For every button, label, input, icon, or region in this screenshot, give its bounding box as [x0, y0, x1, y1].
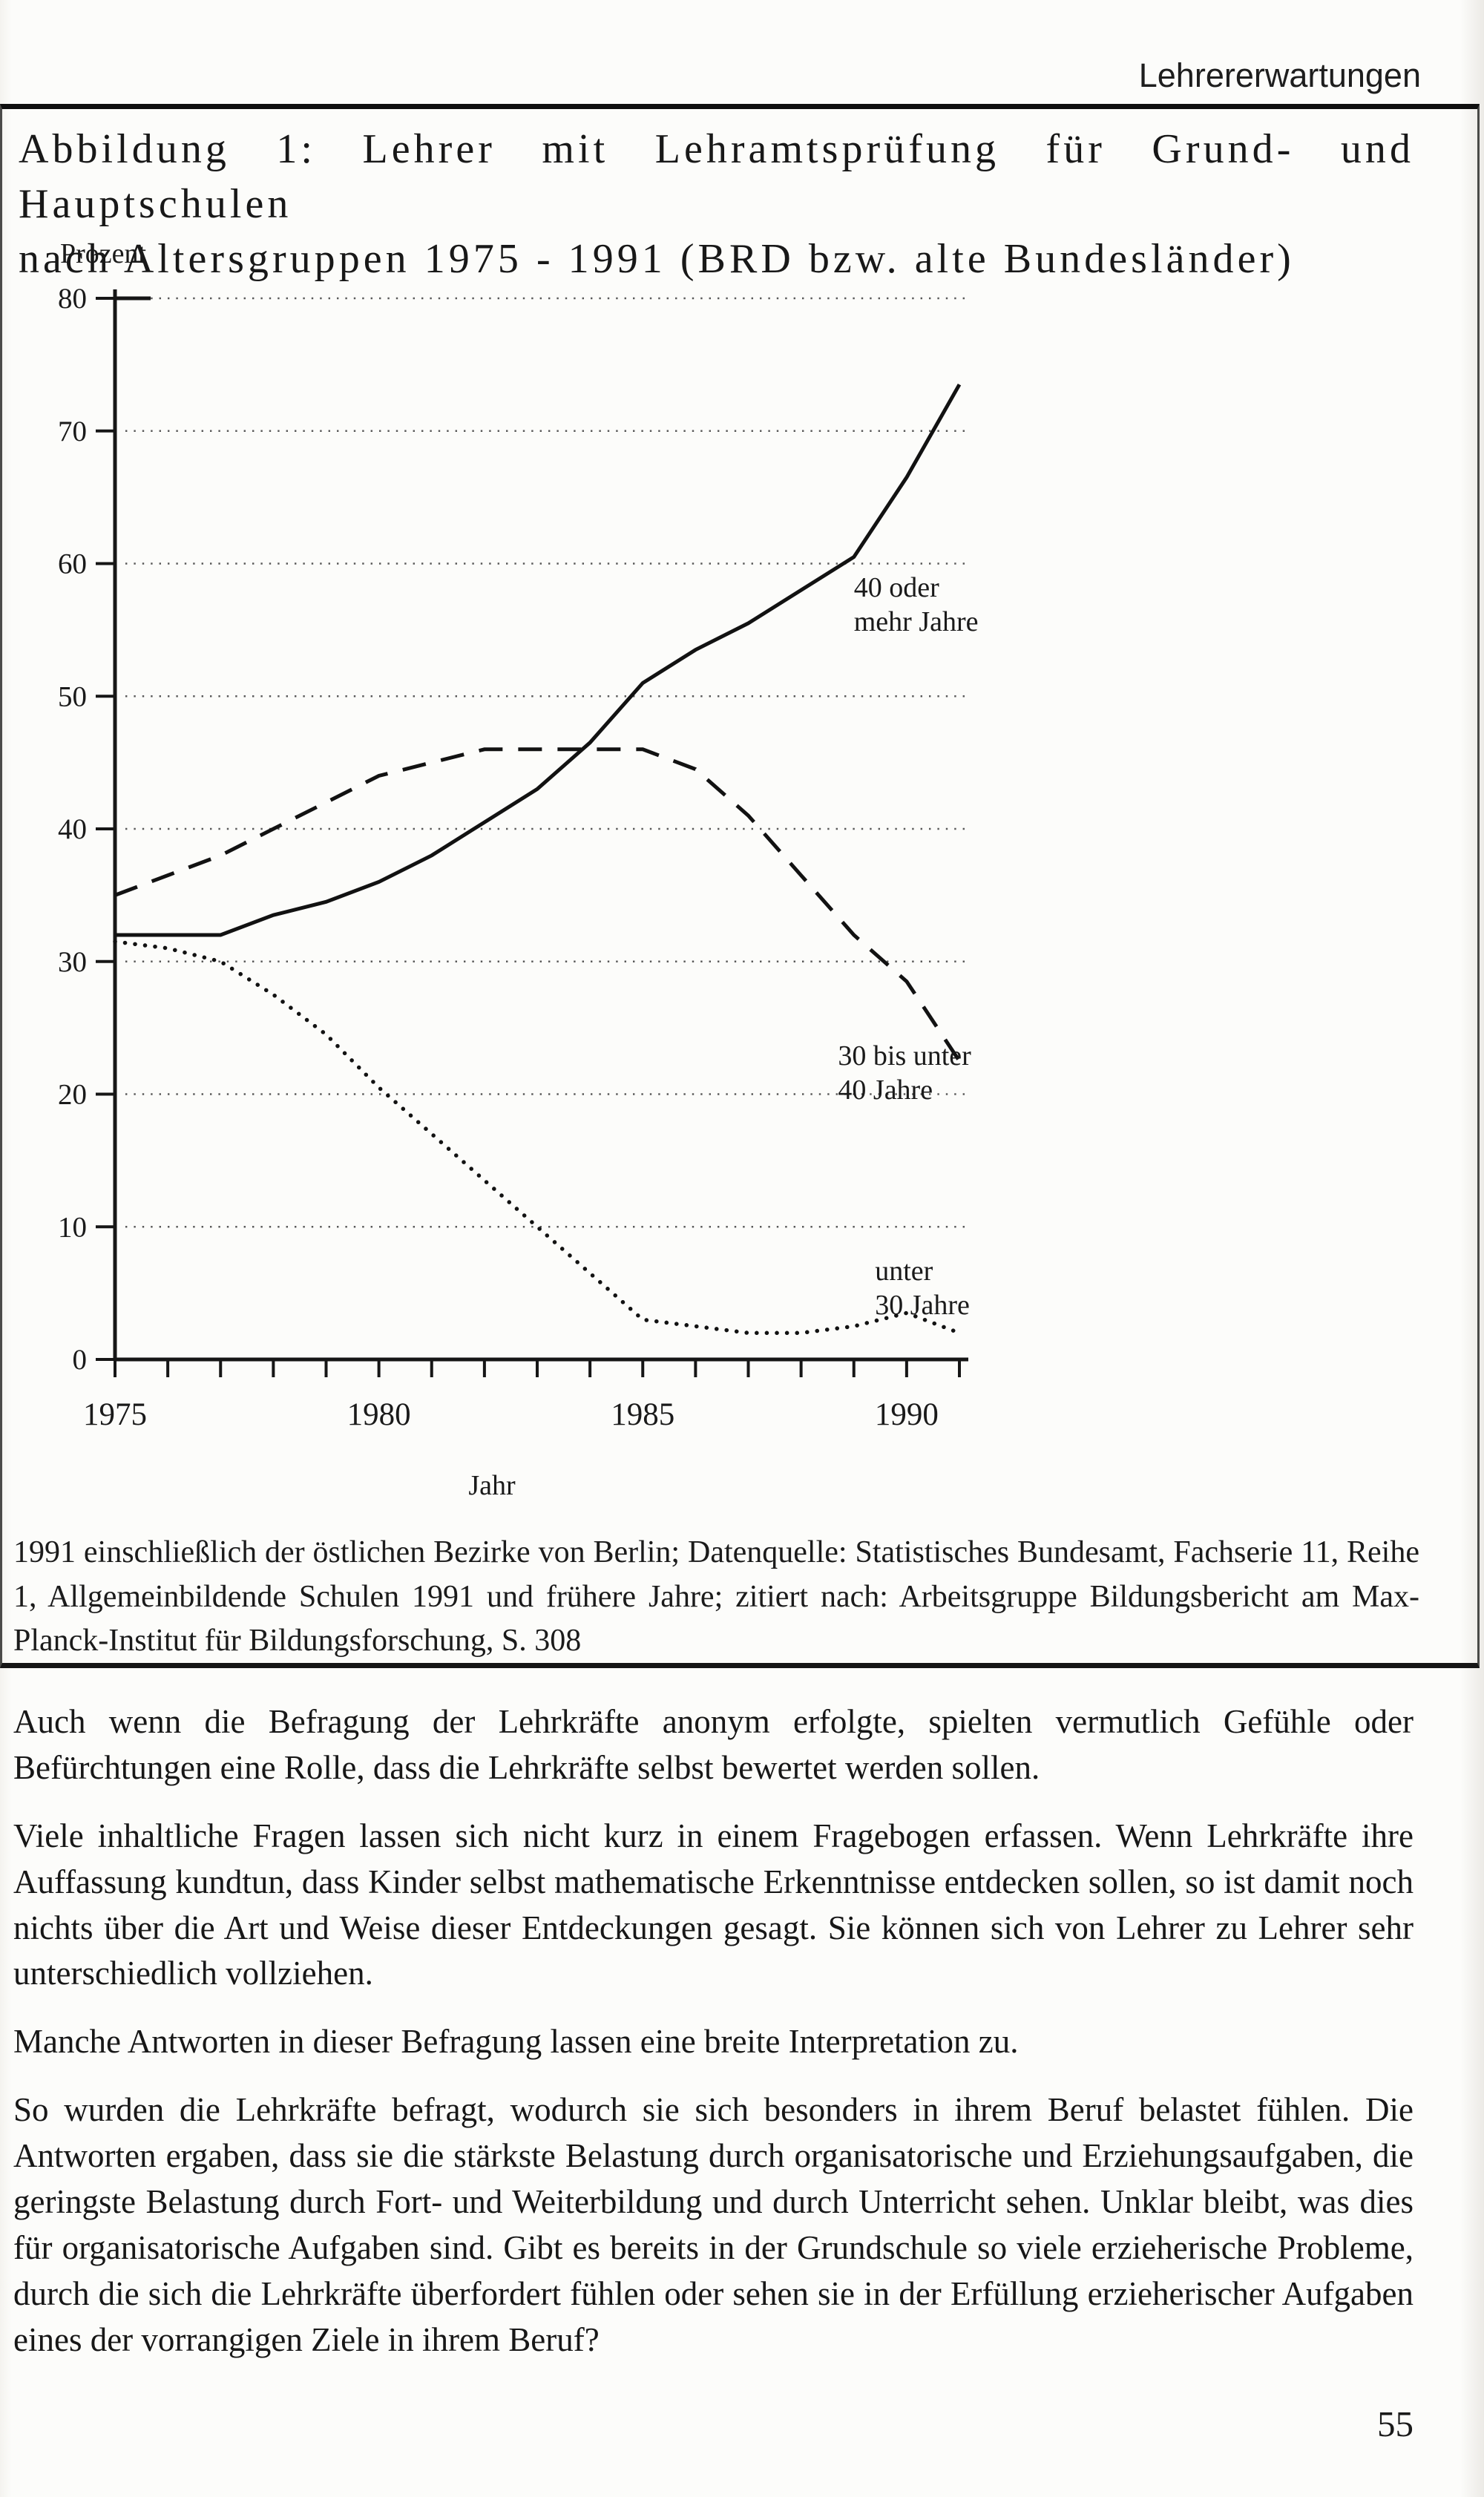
x-tick-label: 1980: [347, 1397, 411, 1432]
figure-caption: Abbildung 1: Lehrer mit Lehramtsprüfung …: [19, 122, 1414, 287]
y-tick-label: 30: [58, 946, 87, 978]
running-header: Lehrererwartungen: [1138, 56, 1421, 94]
x-tick-label: 1975: [83, 1397, 147, 1432]
series-label: 30 bis unter 40 Jahre: [838, 1040, 971, 1106]
paragraph: Viele inhaltliche Fragen lassen sich nic…: [13, 1817, 1414, 1992]
series-label: unter 30 Jahre: [875, 1256, 970, 1321]
series-line-solid: [115, 383, 962, 937]
y-axis-title: Prozent: [60, 238, 147, 269]
y-tick-label: 20: [58, 1079, 87, 1111]
age-distribution-chart: 0 10 20 30 40 50 60 70 80 1975 1980 1985 1990 Prozent…: [2, 232, 1041, 1515]
y-tick-label: 80: [58, 283, 87, 315]
x-axis-title: Jahr: [468, 1470, 516, 1501]
figure-source-note: 1991 einschließlich der östlichen Bezirk…: [13, 1535, 1419, 1658]
series-label: 40 oder mehr Jahre: [854, 572, 979, 637]
paragraph: Manche Antworten in dieser Befragung las…: [13, 2023, 1019, 2061]
x-tick-label: 1985: [611, 1397, 674, 1432]
y-tick-label: 40: [58, 813, 87, 845]
paragraph: Auch wenn die Befragung der Lehrkräfte a…: [13, 1703, 1414, 1786]
y-tick-label: 70: [58, 416, 87, 447]
page-number: 55: [1377, 2404, 1414, 2444]
figure-caption-line1: Abbildung 1: Lehrer mit Lehramtsprüfung …: [19, 126, 1414, 227]
figure-box: Abbildung 1: Lehrer mit Lehramtsprüfung …: [0, 104, 1480, 1668]
y-tick-label: 0: [73, 1344, 88, 1376]
y-tick-label: 10: [58, 1211, 87, 1243]
x-tick-label: 1990: [875, 1397, 939, 1432]
series-line-dashed: [114, 747, 962, 1063]
series-line-dotted: [113, 939, 962, 1336]
y-tick-label: 60: [58, 548, 87, 580]
paragraph: So wurden die Lehrkräfte befragt, wodurc…: [13, 2091, 1414, 2358]
figure-caption-line2: nach Altersgruppen 1975 - 1991 (BRD bzw.…: [19, 235, 1295, 282]
chart-svg: 0 10 20 30 40 50 60 70 80 1975 1980 1985 1990 Prozent…: [58, 238, 979, 1501]
body-text: Auch wenn die Befragung der Lehrkräfte a…: [13, 1699, 1414, 2385]
y-tick-label: 50: [58, 680, 87, 712]
